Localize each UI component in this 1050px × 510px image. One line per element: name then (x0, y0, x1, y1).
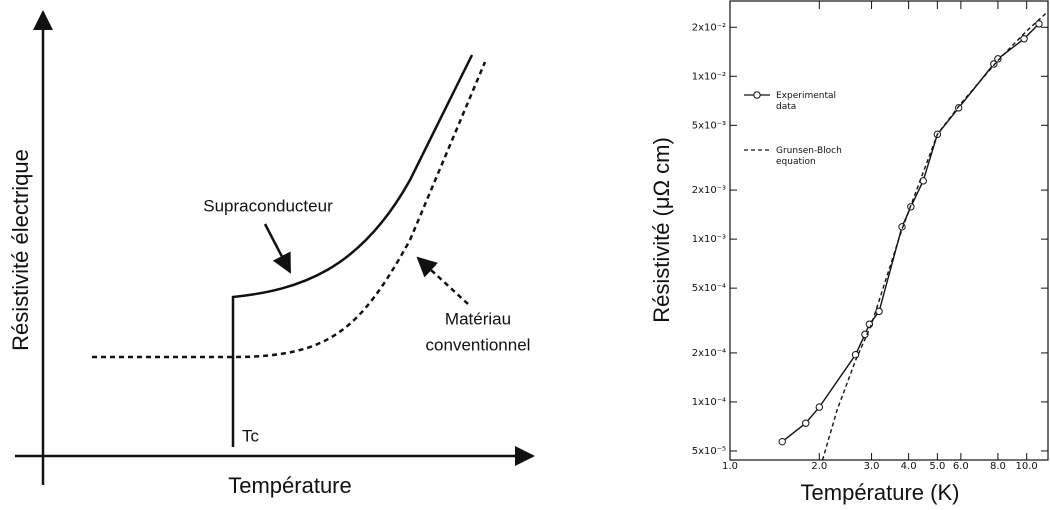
y-tick-label: 5x10⁻⁵ (692, 446, 726, 457)
schematic: Résistivité électrique Température Supra… (8, 10, 535, 498)
label: Matériau (445, 309, 511, 328)
y-label: Résistivité électrique (8, 149, 33, 351)
x-tick-label: 1.0 (722, 461, 738, 472)
data-point (919, 177, 927, 185)
arrow (416, 256, 469, 305)
data-point (802, 419, 810, 427)
x-tick-label: 4.0 (901, 461, 917, 472)
label: Supraconducteur (203, 196, 333, 215)
series-line (821, 10, 1049, 461)
x-label: Température (K) (801, 480, 960, 505)
x-tick-label: 10.0 (1016, 461, 1038, 472)
legend-swatch (753, 91, 761, 99)
x-tick-label: 3.0 (864, 461, 880, 472)
data-point (875, 307, 883, 316)
data-point (1035, 20, 1043, 28)
data-point (994, 55, 1002, 63)
x-tick-label: 2.0 (811, 461, 827, 472)
superconductor-curve (231, 54, 474, 447)
x-tick-label: 8.0 (990, 461, 1006, 472)
data-point (990, 60, 998, 68)
x-tick-label: 6.0 (953, 461, 969, 472)
series-line (781, 23, 1040, 443)
legend-label: Experimental data (776, 91, 836, 112)
data-point (954, 104, 963, 112)
y-tick-label: 5x10⁻⁴ (692, 283, 726, 294)
y-tick-label: 1x10⁻³ (692, 234, 726, 245)
data-point (1020, 35, 1028, 43)
plot-frame (729, 0, 1049, 461)
y-tick-label: 2x10⁻³ (692, 185, 726, 196)
conventional-curve (92, 61, 487, 359)
x-label: Température (228, 473, 352, 498)
y-tick-label: 2x10⁻² (692, 22, 726, 33)
data-point (898, 223, 906, 231)
y-tick-label: 1x10⁻⁴ (692, 397, 726, 408)
y-tick-label: 1x10⁻² (692, 71, 726, 82)
data-point (778, 437, 786, 446)
legend-label: Grunsen-Bloch equation (776, 146, 842, 167)
x-tick-label: 5.0 (929, 461, 945, 472)
label: Tc (242, 426, 260, 445)
label: conventionnel (426, 335, 531, 354)
data-point (815, 403, 824, 411)
y-tick-label: 5x10⁻³ (692, 120, 726, 131)
data-point (851, 351, 860, 359)
y-label: Résistivité (μΩ cm) (649, 137, 674, 323)
arrow (263, 223, 292, 274)
data-point (865, 320, 874, 328)
y-tick-label: 2x10⁻⁴ (692, 348, 726, 359)
